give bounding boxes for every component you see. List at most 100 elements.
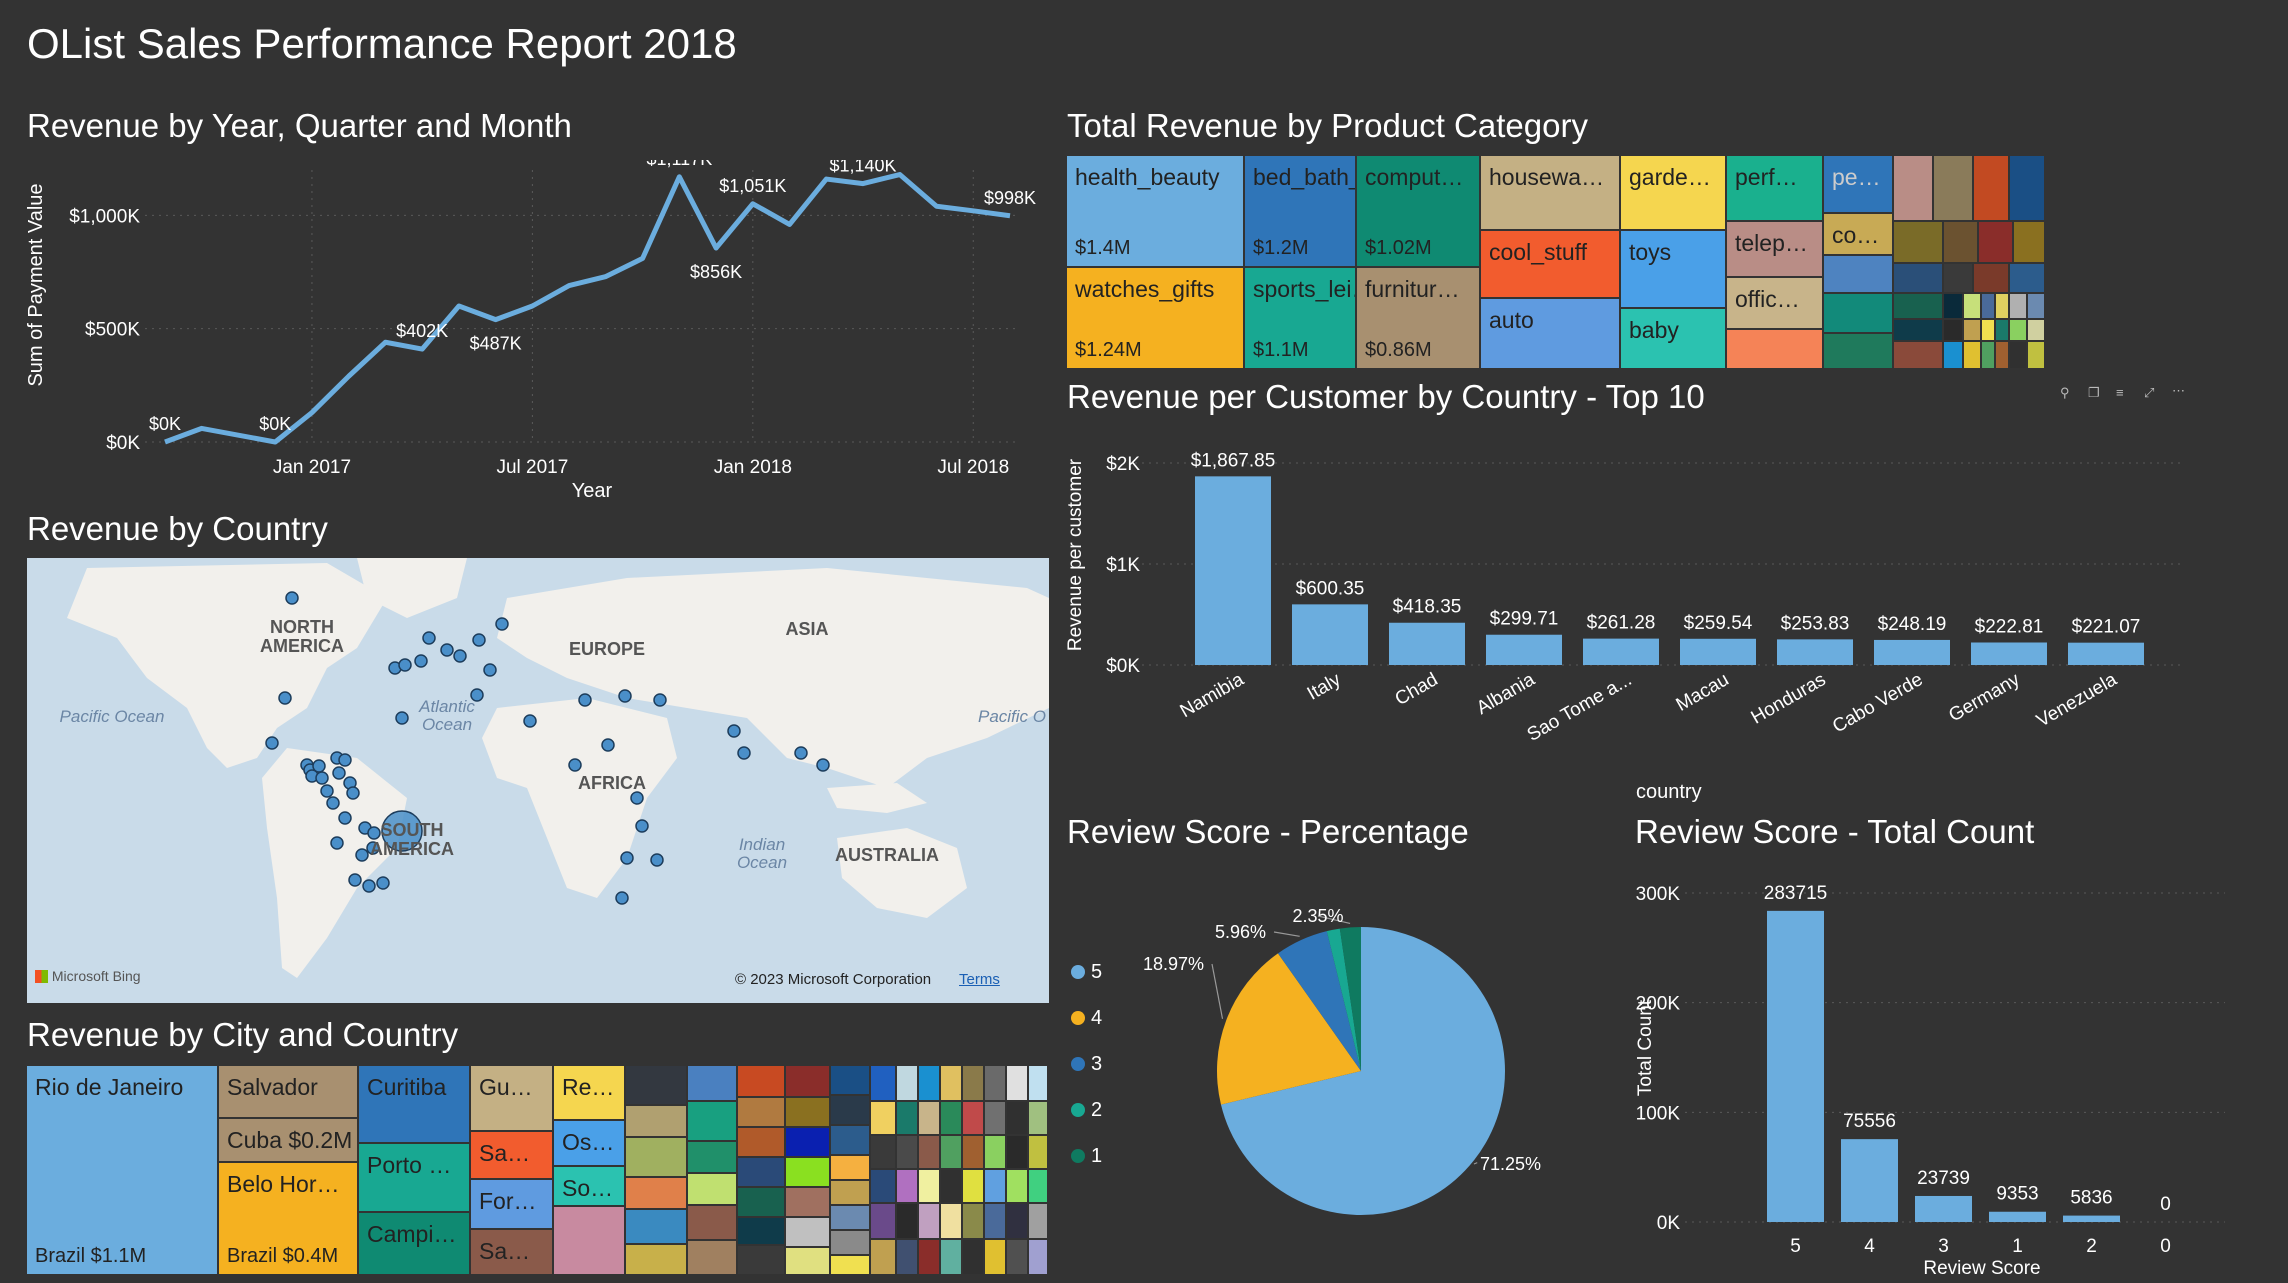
map-bubble-brazil[interactable] — [381, 810, 423, 852]
city-treemap-cell[interactable]: Belo Hor… Brazil $0.4M — [219, 1163, 359, 1276]
map-bubble[interactable] — [630, 791, 644, 805]
city-treemap-cell[interactable] — [871, 1170, 897, 1204]
category-treemap-cell[interactable] — [1996, 320, 2010, 342]
city-treemap-cell[interactable] — [897, 1170, 919, 1204]
city-treemap-cell[interactable] — [554, 1207, 626, 1276]
city-treemap-cell[interactable] — [985, 1240, 1007, 1276]
city-treemap-cell[interactable]: So… — [554, 1167, 626, 1207]
country-bar[interactable] — [1195, 476, 1271, 665]
category-treemap-cell[interactable]: bed_bath_… $1.2M — [1245, 156, 1357, 268]
category-treemap-cell[interactable] — [1824, 334, 1894, 370]
city-treemap-cell[interactable] — [626, 1210, 688, 1245]
city-treemap-cell[interactable] — [831, 1206, 871, 1231]
city-treemap-cell[interactable] — [738, 1246, 786, 1276]
copy-icon[interactable]: ❐ — [2088, 385, 2100, 400]
country-bar[interactable] — [1971, 642, 2047, 665]
category-treemap-cell[interactable] — [1982, 320, 1996, 342]
category-treemap-cell[interactable] — [2010, 342, 2028, 370]
city-treemap-cell[interactable] — [1007, 1170, 1029, 1204]
category-treemap-cell[interactable] — [1894, 320, 1944, 342]
city-treemap-cell[interactable] — [786, 1218, 831, 1248]
city-treemap-cell[interactable] — [985, 1170, 1007, 1204]
city-treemap-cell[interactable] — [688, 1174, 738, 1206]
city-treemap-cell[interactable]: Rio de Janeiro Brazil $1.1M — [27, 1066, 219, 1276]
city-treemap-cell[interactable]: Salvador — [219, 1066, 359, 1119]
category-treemap-cell[interactable] — [1934, 156, 1974, 222]
country-bar[interactable] — [1777, 639, 1853, 665]
city-treemap-cell[interactable] — [919, 1136, 941, 1170]
category-treemap-cell[interactable]: baby — [1621, 309, 1727, 370]
map-bubble[interactable] — [285, 591, 299, 605]
map-bubble[interactable] — [650, 853, 664, 867]
map-bubble[interactable] — [422, 631, 436, 645]
category-treemap-cell[interactable] — [1964, 342, 1982, 370]
map-bubble[interactable] — [615, 891, 629, 905]
map-bubble[interactable] — [737, 746, 751, 760]
country-bar[interactable] — [1874, 639, 1950, 665]
city-treemap-cell[interactable] — [1029, 1204, 1049, 1240]
map-bubble[interactable] — [367, 826, 381, 840]
category-treemap-cell[interactable] — [2028, 320, 2046, 342]
city-treemap-cell[interactable] — [963, 1170, 985, 1204]
city-treemap-cell[interactable] — [897, 1204, 919, 1240]
count-bar[interactable] — [1915, 1195, 1972, 1222]
city-treemap-cell[interactable] — [1007, 1066, 1029, 1102]
city-treemap-cell[interactable] — [1007, 1204, 1029, 1240]
map-bubble[interactable] — [398, 658, 412, 672]
city-treemap-cell[interactable] — [688, 1066, 738, 1102]
map-bubble[interactable] — [414, 654, 428, 668]
city-treemap-cell[interactable]: Porto … — [359, 1144, 471, 1213]
category-treemap-cell[interactable]: co… — [1824, 214, 1894, 256]
category-treemap-cell[interactable]: auto — [1481, 299, 1621, 370]
city-treemap-cell[interactable]: For… — [471, 1180, 554, 1230]
city-treemap-cell[interactable]: Gu… — [471, 1066, 554, 1132]
map-bubble[interactable] — [635, 819, 649, 833]
map-bubble[interactable] — [332, 766, 346, 780]
country-bar[interactable] — [1389, 622, 1465, 665]
city-treemap-cell[interactable] — [871, 1240, 897, 1276]
city-treemap-cell[interactable] — [941, 1066, 963, 1102]
city-treemap-cell[interactable] — [919, 1066, 941, 1102]
city-treemap-cell[interactable] — [738, 1188, 786, 1218]
category-treemap-cell[interactable] — [1944, 222, 1979, 264]
city-treemap-cell[interactable] — [688, 1206, 738, 1241]
city-treemap-cell[interactable] — [831, 1096, 871, 1126]
category-treemap-cell[interactable]: toys — [1621, 231, 1727, 309]
pie-slice[interactable] — [1326, 928, 1361, 1071]
city-treemap[interactable]: Rio de Janeiro Brazil $1.1M Salvador Cuba $… — [27, 1066, 1049, 1276]
map-bubble[interactable] — [578, 693, 592, 707]
city-treemap-cell[interactable] — [941, 1240, 963, 1276]
country-bar-chart[interactable]: $0K $1K $2K $1,867.85 Namibia $600.35 Italy $4… — [1060, 430, 2240, 780]
city-treemap-cell[interactable] — [963, 1204, 985, 1240]
country-bar[interactable] — [1486, 634, 1562, 665]
map-bubble[interactable] — [470, 688, 484, 702]
map-bubble[interactable] — [440, 643, 454, 657]
map-bubble[interactable] — [620, 851, 634, 865]
map-bubble[interactable] — [523, 714, 537, 728]
country-bar[interactable] — [2068, 642, 2144, 665]
count-bar[interactable] — [1767, 910, 1824, 1222]
city-treemap-cell[interactable] — [897, 1066, 919, 1102]
city-treemap-cell[interactable] — [626, 1138, 688, 1178]
map-bubble[interactable] — [278, 691, 292, 705]
city-treemap-cell[interactable]: Os… — [554, 1121, 626, 1167]
city-treemap-cell[interactable]: Curitiba — [359, 1066, 471, 1144]
city-treemap-cell[interactable]: Sa… — [471, 1132, 554, 1180]
category-treemap-cell[interactable] — [2014, 222, 2046, 264]
map-bubble[interactable] — [376, 876, 390, 890]
city-treemap-cell[interactable] — [831, 1181, 871, 1206]
city-treemap-cell[interactable] — [871, 1204, 897, 1240]
city-treemap-cell[interactable]: Cuba $0.2M — [219, 1119, 359, 1163]
city-treemap-cell[interactable] — [738, 1066, 786, 1098]
category-treemap-cell[interactable]: perf… — [1727, 156, 1824, 222]
city-treemap-cell[interactable] — [738, 1098, 786, 1128]
map-bubble[interactable] — [320, 784, 334, 798]
city-treemap-cell[interactable] — [919, 1170, 941, 1204]
revenue-line[interactable] — [164, 172, 1011, 445]
city-treemap-cell[interactable] — [626, 1066, 688, 1106]
map-bubble[interactable] — [330, 836, 344, 850]
count-bar[interactable] — [1841, 1139, 1898, 1222]
city-treemap-cell[interactable] — [871, 1102, 897, 1136]
city-treemap-cell[interactable] — [831, 1126, 871, 1156]
city-treemap-cell[interactable] — [919, 1102, 941, 1136]
